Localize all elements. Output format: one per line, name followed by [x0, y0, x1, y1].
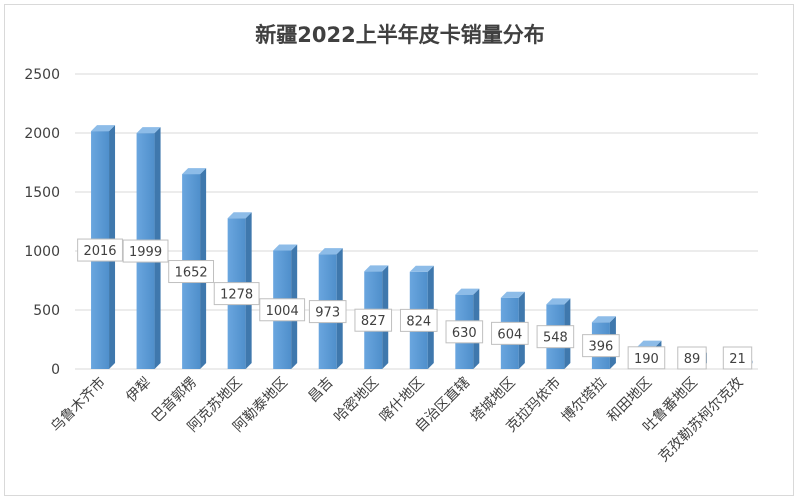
y-tick-label: 1000: [24, 244, 60, 260]
chart-title: 新疆2022上半年皮卡销量分布: [255, 23, 544, 47]
y-tick-label: 1500: [24, 185, 60, 201]
svg-text:396: 396: [588, 340, 613, 355]
svg-text:1004: 1004: [266, 304, 299, 319]
svg-text:190: 190: [634, 352, 659, 367]
svg-text:1278: 1278: [220, 288, 253, 303]
data-label: 396: [582, 334, 620, 358]
bar-series: [91, 125, 753, 369]
x-tick-label: 博尔塔拉: [558, 374, 610, 426]
bar: [91, 125, 116, 369]
data-label: 1278: [213, 282, 260, 306]
data-label: 2016: [77, 238, 123, 262]
data-label: 548: [536, 325, 575, 349]
svg-text:973: 973: [315, 306, 340, 321]
data-labels: 2016 1999 1652 1278 1004 973 827 824 630 604 548 39…: [77, 238, 753, 370]
data-label: 630: [445, 320, 484, 344]
data-label: 973: [308, 300, 347, 324]
svg-text:1652: 1652: [175, 266, 208, 281]
data-label: 1652: [168, 260, 215, 284]
y-tick-label: 2000: [24, 126, 60, 142]
x-tick-label: 伊犁: [123, 375, 154, 406]
svg-text:604: 604: [497, 327, 522, 342]
data-label: 824: [399, 308, 438, 332]
svg-text:824: 824: [406, 314, 431, 329]
y-tick-label: 2500: [24, 67, 60, 83]
x-tick-label: 克孜勒苏柯尔克孜: [656, 375, 747, 466]
svg-text:548: 548: [543, 331, 568, 346]
svg-text:21: 21: [729, 352, 746, 367]
svg-text:89: 89: [684, 352, 701, 367]
data-label: 827: [354, 308, 393, 332]
data-label: 1004: [259, 298, 306, 322]
y-axis: 0 500 1000 1500 2000 2500: [24, 67, 60, 378]
data-label: 604: [491, 321, 529, 345]
svg-text:827: 827: [361, 314, 386, 329]
data-label: 190: [627, 346, 666, 370]
svg-text:630: 630: [452, 326, 477, 341]
x-tick-label: 乌鲁木齐市: [47, 374, 109, 436]
y-tick-label: 0: [51, 362, 60, 378]
x-tick-label: 昌吉: [305, 375, 336, 406]
data-label: 1999: [122, 239, 169, 263]
data-label: 89: [677, 346, 707, 370]
svg-text:2016: 2016: [83, 244, 116, 259]
data-label: 21: [722, 346, 753, 370]
svg-text:1999: 1999: [129, 245, 162, 260]
x-tick-label: 哈密地区: [330, 374, 382, 426]
y-tick-label: 500: [33, 303, 60, 319]
